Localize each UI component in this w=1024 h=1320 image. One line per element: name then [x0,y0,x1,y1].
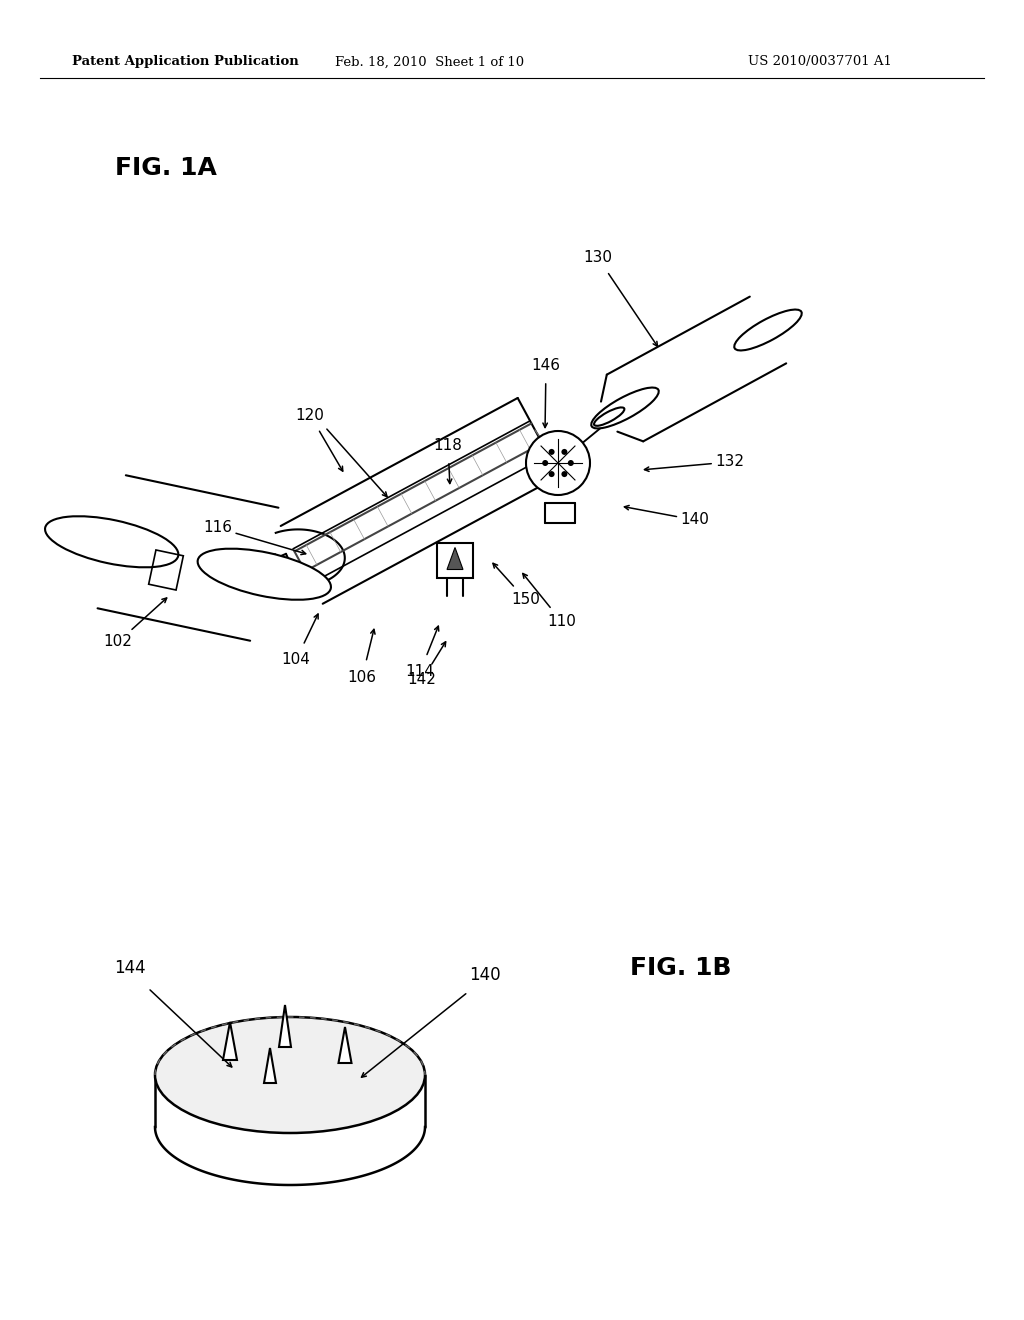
Circle shape [526,432,590,495]
Text: US 2010/0037701 A1: US 2010/0037701 A1 [749,55,892,69]
Text: 106: 106 [347,671,377,685]
Text: FIG. 1B: FIG. 1B [630,956,731,979]
Text: 110: 110 [548,615,577,630]
Text: 132: 132 [716,454,744,470]
Circle shape [567,459,573,466]
Text: Patent Application Publication: Patent Application Publication [72,55,299,69]
Polygon shape [447,548,463,569]
Circle shape [542,459,548,466]
Polygon shape [223,1022,237,1060]
Text: 140: 140 [681,512,710,528]
Text: 146: 146 [531,358,560,372]
Text: Feb. 18, 2010  Sheet 1 of 10: Feb. 18, 2010 Sheet 1 of 10 [336,55,524,69]
Ellipse shape [591,388,658,429]
Text: 142: 142 [408,672,436,688]
Circle shape [549,449,555,455]
Polygon shape [264,1048,276,1082]
Text: 120: 120 [296,408,325,422]
Text: 114: 114 [406,664,434,680]
Text: 140: 140 [469,966,501,983]
Text: 102: 102 [103,635,132,649]
Text: 116: 116 [204,520,232,536]
Bar [437,543,473,578]
Text: 144: 144 [115,960,145,977]
Ellipse shape [155,1016,425,1133]
Ellipse shape [45,516,178,568]
Text: 130: 130 [584,251,612,265]
Text: FIG. 1A: FIG. 1A [115,156,217,180]
Text: 150: 150 [512,593,541,607]
Polygon shape [339,1027,351,1063]
Polygon shape [279,1005,291,1047]
Text: 104: 104 [282,652,310,668]
Circle shape [561,471,567,477]
Text: 118: 118 [433,437,463,453]
Circle shape [561,449,567,455]
Circle shape [549,471,555,477]
Ellipse shape [734,310,802,350]
Ellipse shape [198,549,331,599]
